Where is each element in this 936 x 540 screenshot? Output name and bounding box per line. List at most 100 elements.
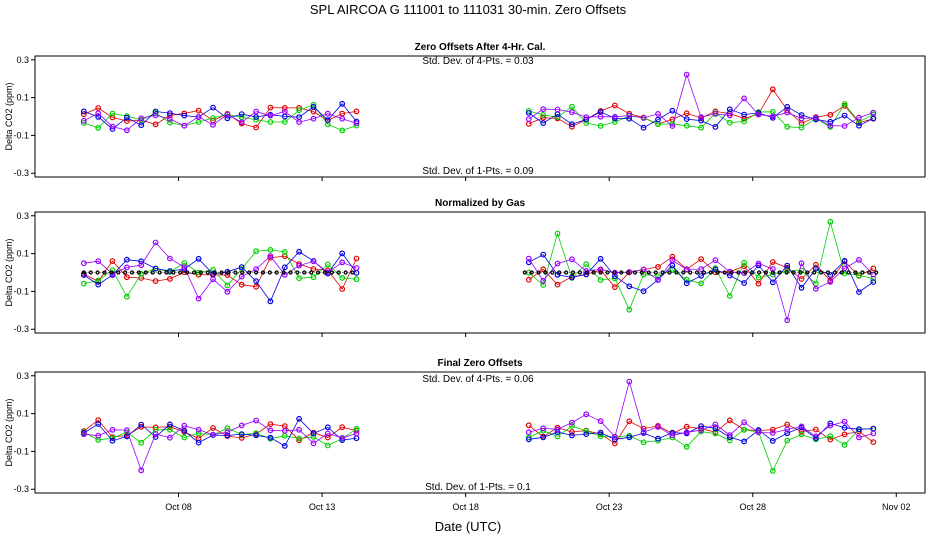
data-point-green	[597, 277, 604, 283]
data-point-purple	[755, 111, 762, 118]
data-point-purple	[339, 115, 346, 122]
std-dev-annotation: Std. Dev. of 1-Pts. = 0.09	[422, 166, 534, 177]
data-point-blue	[296, 415, 303, 422]
data-point-purple	[267, 253, 274, 260]
data-point-green	[324, 442, 331, 449]
y-axis-label: Delta CO2 (ppm)	[4, 398, 14, 466]
data-point-green	[224, 282, 231, 289]
data-point-blue	[569, 274, 575, 281]
data-point-mean	[770, 270, 775, 275]
series-line-purple	[83, 420, 357, 472]
data-point-red	[267, 421, 274, 428]
panel-title: Zero Offsets After 4-Hr. Cal.	[415, 42, 546, 53]
data-point-red	[123, 274, 130, 281]
data-point-blue	[856, 426, 862, 433]
data-point-mean	[550, 270, 555, 275]
data-point-mean	[591, 270, 596, 275]
data-point-green	[138, 439, 145, 446]
data-point-mean	[791, 270, 796, 275]
data-point-red	[281, 104, 288, 111]
data-point-green	[712, 430, 719, 437]
data-point-purple	[554, 426, 561, 433]
data-point-green	[583, 261, 590, 268]
data-point-mean	[316, 270, 321, 275]
data-point-mean	[708, 270, 713, 275]
data-point-mean	[694, 270, 700, 275]
data-point-green	[841, 442, 848, 448]
x-axis-label: Date (UTC)	[435, 519, 501, 534]
data-point-purple	[267, 112, 274, 119]
data-point-mean	[536, 270, 541, 275]
data-point-mean	[784, 270, 789, 275]
data-point-blue	[267, 434, 274, 441]
data-point-purple	[281, 428, 288, 434]
y-tick-label: -0.1	[13, 446, 29, 456]
data-point-green	[798, 124, 805, 131]
data-point-purple	[612, 433, 618, 440]
data-point-purple	[655, 277, 661, 284]
data-point-red	[813, 261, 819, 268]
data-point-red	[769, 426, 776, 433]
data-point-purple	[181, 264, 188, 271]
data-point-blue	[841, 112, 848, 119]
data-point-red	[238, 281, 245, 288]
x-tick-label: Oct 23	[596, 502, 623, 512]
plot-frame	[34, 55, 926, 178]
data-point-blue	[152, 265, 159, 272]
data-point-purple	[813, 285, 819, 292]
data-point-green	[726, 293, 733, 299]
x-tick-label: Oct 18	[452, 502, 479, 512]
data-point-red	[525, 422, 532, 429]
data-point-purple	[267, 427, 274, 434]
data-point-purple	[626, 112, 633, 119]
data-point-green	[827, 433, 834, 440]
data-point-blue	[597, 429, 604, 436]
data-point-blue	[870, 279, 877, 285]
data-point-mean	[715, 270, 720, 275]
data-point-blue	[95, 281, 102, 288]
data-point-blue	[80, 108, 87, 115]
data-point-mean	[584, 270, 589, 275]
data-point-purple	[281, 108, 288, 115]
data-point-green	[310, 274, 317, 281]
data-point-blue	[640, 124, 647, 131]
data-point-purple	[253, 108, 260, 115]
data-point-green	[827, 218, 834, 225]
data-point-blue	[540, 120, 547, 126]
data-point-green	[698, 124, 704, 131]
data-point-purple	[655, 424, 661, 430]
data-point-green	[296, 435, 303, 442]
data-point-mean	[818, 270, 824, 275]
data-point-blue	[784, 262, 791, 269]
data-point-blue	[841, 424, 848, 431]
data-point-purple	[626, 378, 633, 385]
data-point-purple	[856, 257, 862, 263]
data-point-purple	[583, 411, 590, 418]
data-point-green	[310, 433, 317, 440]
data-point-green	[683, 122, 690, 129]
data-point-mean	[281, 270, 286, 275]
data-point-purple	[569, 256, 575, 263]
data-point-blue	[296, 248, 303, 255]
data-point-purple	[813, 433, 819, 440]
data-point-mean	[846, 270, 851, 275]
std-dev-annotation: Std. Dev. of 1-Pts. = 0.1	[425, 482, 531, 493]
data-point-purple	[296, 262, 303, 269]
data-point-green	[123, 293, 130, 300]
data-point-red	[253, 124, 260, 131]
data-point-blue	[856, 122, 862, 129]
data-point-mean	[660, 270, 665, 275]
y-axis-label: Delta CO2 (ppm)	[4, 82, 14, 150]
data-point-blue	[655, 435, 661, 442]
data-point-mean	[212, 270, 217, 275]
data-point-purple	[210, 431, 216, 438]
data-point-green	[683, 276, 690, 283]
data-point-green	[741, 118, 747, 125]
data-point-mean	[577, 270, 583, 275]
data-point-mean	[122, 270, 128, 275]
data-point-purple	[181, 422, 188, 429]
data-point-red	[310, 266, 317, 272]
data-point-purple	[324, 430, 331, 437]
data-point-green	[353, 276, 360, 283]
data-point-mean	[254, 270, 259, 275]
